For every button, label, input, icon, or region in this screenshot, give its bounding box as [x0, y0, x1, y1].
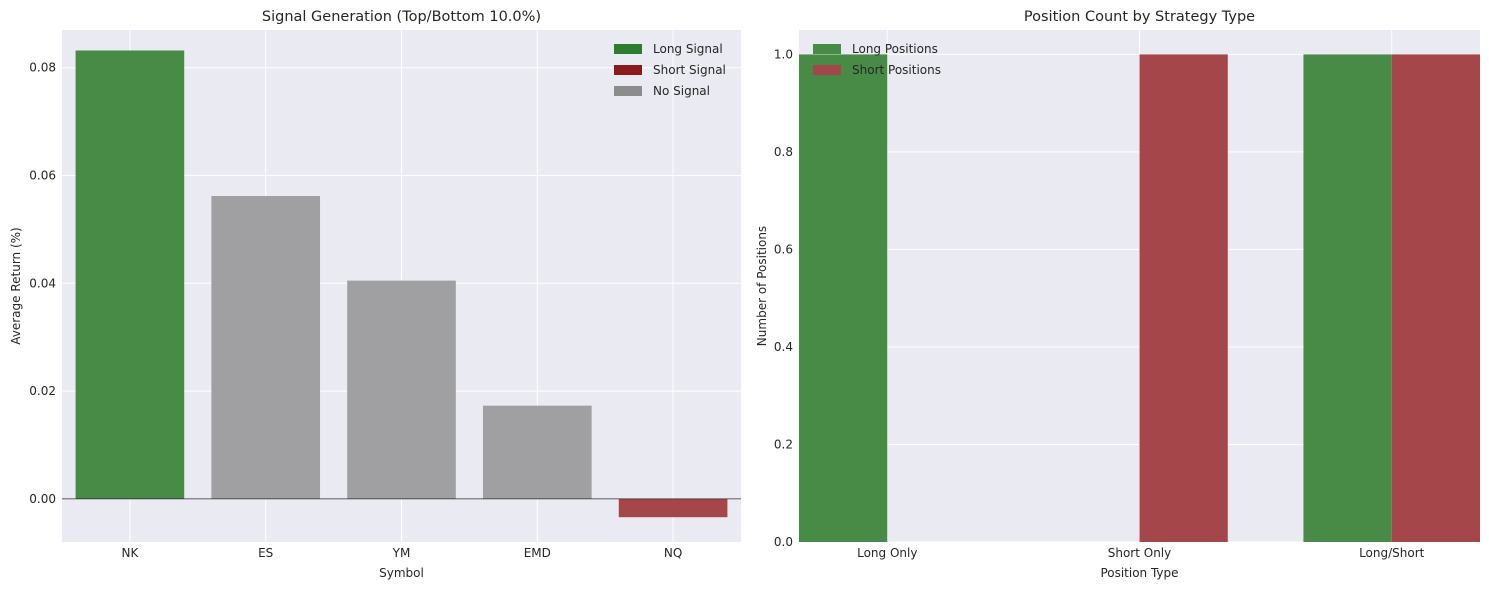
- y-ticks: 0.00 0.02 0.04 0.06 0.08: [29, 61, 56, 506]
- x-ticks: Long Only Short Only Long/Short: [857, 546, 1425, 560]
- bar-nq: [618, 498, 728, 518]
- legend-swatch-long: [614, 44, 642, 54]
- bar-long-2: [1303, 54, 1392, 542]
- y-tick-label: 0.08: [29, 61, 56, 75]
- x-tick-label: Long Only: [857, 546, 917, 560]
- bars: [75, 50, 728, 518]
- legend-swatch-long: [813, 44, 841, 54]
- legend-swatch-short: [614, 65, 642, 75]
- x-tick-label: ES: [258, 546, 273, 560]
- y-tick-label: 1.0: [774, 47, 793, 61]
- legend: Long Signal Short Signal No Signal: [614, 42, 726, 98]
- bar-short-2: [1391, 54, 1480, 542]
- y-ticks: 0.0 0.2 0.4 0.6 0.8 1.0: [774, 47, 793, 549]
- y-tick-label: 0.02: [29, 384, 56, 398]
- bar-ym: [347, 280, 456, 499]
- y-tick-label: 0.00: [29, 492, 56, 506]
- y-tick-label: 0.2: [774, 437, 793, 451]
- chart-title: Position Count by Strategy Type: [1024, 9, 1255, 25]
- x-ticks: NK ES YM EMD NQ: [121, 546, 682, 560]
- y-tick-label: 0.6: [774, 242, 793, 256]
- bars: [799, 54, 1480, 542]
- y-axis-label: Average Return (%): [9, 227, 23, 345]
- legend-label: Short Signal: [653, 63, 726, 77]
- x-tick-label: NK: [121, 546, 139, 560]
- bar-es: [211, 195, 321, 499]
- x-tick-label: Short Only: [1108, 546, 1172, 560]
- x-tick-label: YM: [392, 546, 411, 560]
- legend-label: Short Positions: [852, 63, 941, 77]
- legend-label: No Signal: [653, 84, 710, 98]
- bar-nk: [75, 50, 185, 499]
- y-tick-label: 0.06: [29, 169, 56, 183]
- legend-swatch-short: [813, 65, 841, 75]
- x-tick-label: NQ: [664, 546, 682, 560]
- x-tick-label: EMD: [524, 546, 551, 560]
- y-tick-label: 0.0: [774, 535, 793, 549]
- chart-title: Signal Generation (Top/Bottom 10.0%): [262, 9, 541, 25]
- legend-label: Long Signal: [653, 42, 723, 56]
- x-axis-label: Symbol: [379, 566, 424, 580]
- x-tick-label: Long/Short: [1359, 546, 1425, 560]
- signal-generation-chart: 0.00 0.02 0.04 0.06 0.08 NK ES YM EMD NQ Signal …: [9, 9, 741, 580]
- bar-emd: [482, 405, 592, 499]
- y-tick-label: 0.8: [774, 145, 793, 159]
- x-axis-label: Position Type: [1100, 566, 1178, 580]
- y-axis-label: Number of Positions: [755, 226, 769, 346]
- legend-label: Long Positions: [852, 42, 938, 56]
- position-count-chart: 0.00.20.40.60.81.0 Long Only Short Only Lo…: [755, 9, 1480, 580]
- legend: Long Positions Short Positions: [813, 42, 941, 77]
- bar-short-1: [1139, 54, 1228, 542]
- bar-long-0: [799, 54, 888, 542]
- y-tick-label: 0.4: [774, 340, 793, 354]
- legend-swatch-none: [614, 86, 642, 96]
- y-tick-label: 0.04: [29, 276, 56, 290]
